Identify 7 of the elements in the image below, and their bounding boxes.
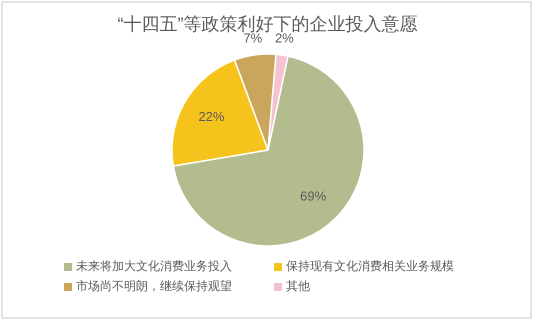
data-label: 22%	[198, 108, 225, 124]
pie-slice	[172, 55, 365, 247]
legend-label: 未来将加大文化消费业务投入	[76, 259, 232, 274]
legend-label: 保持现有文化消费相关业务规模	[286, 259, 454, 274]
data-label: 69%	[300, 188, 327, 204]
legend-label: 其他	[286, 279, 310, 294]
legend-label: 市场尚不明朗，继续保持观望	[76, 279, 232, 294]
